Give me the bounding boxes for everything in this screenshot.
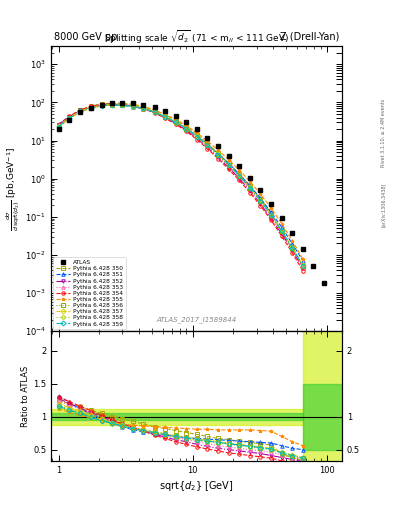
Text: Z (Drell-Yan): Z (Drell-Yan): [280, 32, 339, 42]
Y-axis label: Ratio to ATLAS: Ratio to ATLAS: [21, 366, 30, 426]
Text: [arXiv:1306.3438]: [arXiv:1306.3438]: [381, 183, 386, 227]
Legend: ATLAS, Pythia 6.428 350, Pythia 6.428 351, Pythia 6.428 352, Pythia 6.428 353, P: ATLAS, Pythia 6.428 350, Pythia 6.428 35…: [53, 257, 126, 329]
X-axis label: sqrt{$d_2$} [GeV]: sqrt{$d_2$} [GeV]: [159, 479, 234, 493]
Text: 8000 GeV pp: 8000 GeV pp: [54, 32, 118, 42]
Y-axis label: $\frac{d\sigma}{d\,\mathrm{sqrt}(d_2)}$ [pb,GeV$^{-1}$]: $\frac{d\sigma}{d\,\mathrm{sqrt}(d_2)}$ …: [5, 146, 22, 231]
Title: Splitting scale $\sqrt{d_2}$ (71 < m$_{ll}$ < 111 GeV): Splitting scale $\sqrt{d_2}$ (71 < m$_{l…: [104, 29, 289, 46]
Text: Rivet 3.1.10, ≥ 2.4M events: Rivet 3.1.10, ≥ 2.4M events: [381, 99, 386, 167]
Text: ATLAS_2017_I1589844: ATLAS_2017_I1589844: [156, 316, 237, 323]
